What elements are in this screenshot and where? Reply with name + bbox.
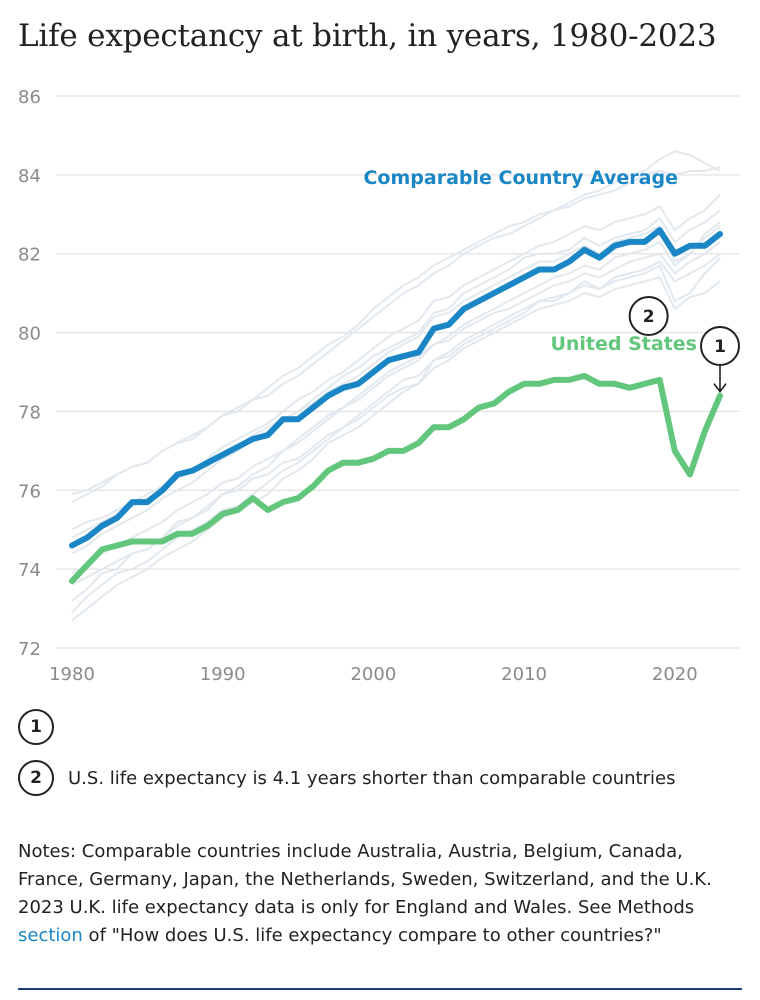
x-tick-2020: 2020 (652, 664, 698, 685)
comparable-country-average-label: Comparable Country Average (363, 167, 678, 189)
comparable-country-i-line (71, 276, 721, 622)
y-tick-74: 74 (18, 560, 41, 581)
series-labels: Comparable Country Average United States (363, 167, 697, 355)
life-expectancy-chart: 72 74 76 78 80 82 84 86 1980 1990 2000 2010 2020 Com… (18, 87, 740, 685)
marker-1-number: 1 (714, 337, 726, 357)
comparable-country-a-line (71, 150, 721, 496)
notes-text: Notes: Comparable countries include Aust… (18, 841, 712, 918)
notes-text-end: of "How does U.S. life expectancy compar… (82, 925, 662, 946)
x-tick-1990: 1990 (200, 664, 246, 685)
marker-1-arrow-head (713, 383, 727, 393)
comparable-country-b-line (71, 166, 721, 503)
methods-section-link[interactable]: section (18, 925, 83, 946)
background-country-lines (71, 150, 721, 622)
annotation-1: 1 (18, 709, 68, 745)
comparable-country-g-line (71, 221, 721, 586)
x-tick-1980: 1980 (49, 664, 95, 685)
y-tick-80: 80 (18, 324, 41, 345)
y-tick-76: 76 (18, 481, 41, 502)
comparable-country-d-line (71, 225, 721, 555)
main-series-lines (69, 227, 723, 584)
notes: Notes: Comparable countries include Aust… (18, 838, 748, 950)
marker-2-number: 2 (643, 307, 655, 327)
annotation-2-text: U.S. life expectancy is 4.1 years shorte… (68, 767, 676, 789)
united-states-line (69, 372, 723, 584)
y-tick-82: 82 (18, 245, 41, 266)
x-tick-2000: 2000 (350, 664, 396, 685)
y-tick-78: 78 (18, 402, 41, 423)
y-tick-72: 72 (18, 639, 41, 660)
annotation-markers: 21 (628, 296, 740, 393)
comparable-country-e-line (71, 209, 721, 531)
annotation-1-circle: 1 (18, 709, 54, 745)
annotation-2: 2 U.S. life expectancy is 4.1 years shor… (18, 760, 675, 796)
comparable-country-j-line (71, 241, 721, 574)
comparable-country-average-line (69, 227, 723, 549)
y-tick-86: 86 (18, 87, 41, 108)
marker-2-circle (628, 296, 669, 336)
y-tick-84: 84 (18, 166, 41, 187)
united-states-label: United States (550, 333, 697, 355)
comparable-country-f-line (71, 252, 721, 602)
chart-title: Life expectancy at birth, in years, 1980… (18, 18, 717, 54)
comparable-country-h-line (71, 257, 721, 614)
x-tick-2010: 2010 (501, 664, 547, 685)
bottom-rule (18, 988, 742, 990)
annotation-2-circle: 2 (18, 760, 54, 796)
